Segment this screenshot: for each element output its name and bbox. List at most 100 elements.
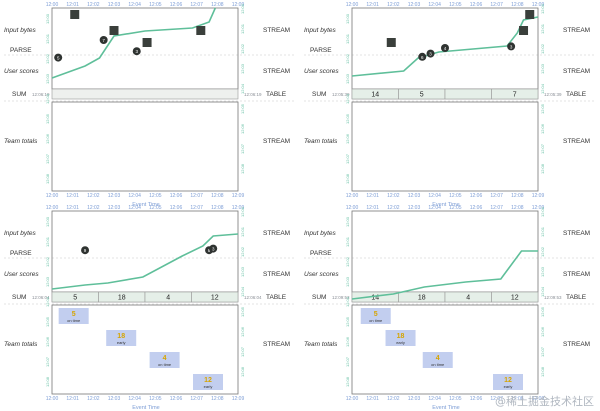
window-value: 14 — [371, 92, 379, 99]
watermark-line — [351, 16, 539, 77]
sum-time-left: 12:06:19 — [32, 92, 50, 97]
time-tick-top: 12:01 — [66, 205, 79, 211]
time-tick-top: 12:02 — [387, 205, 400, 211]
team-result-note: early — [396, 340, 405, 345]
score-marker-value: 6 — [421, 55, 424, 60]
proc-tick-left: 12:08 — [345, 173, 350, 184]
time-tick-bottom: 12:01 — [366, 396, 379, 402]
time-tick-top: 12:03 — [108, 2, 121, 8]
proc-tick-right: 12:05 — [240, 306, 245, 317]
proc-tick-left: 12:07 — [45, 153, 50, 164]
time-tick-bottom: 12:01 — [366, 193, 379, 199]
time-tick-top: 12:01 — [66, 2, 79, 8]
time-tick-top: 12:06 — [470, 205, 483, 211]
proc-tick-left: 12:04 — [45, 93, 50, 104]
time-tick-bottom: 12:03 — [408, 396, 421, 402]
time-tick-bottom: 12:03 — [108, 396, 121, 402]
tag-stream-scores: STREAM — [263, 271, 290, 278]
time-tick-bottom: 12:00 — [346, 396, 359, 402]
time-tick-bottom: 12:07 — [490, 396, 503, 402]
proc-tick-right: 12:01 — [540, 23, 545, 34]
proc-tick-left: 12:07 — [345, 356, 350, 367]
tag-stream-input: STREAM — [563, 230, 590, 237]
proc-tick-right: 12:05 — [540, 306, 545, 317]
time-tick-bottom: 12:09 — [232, 193, 245, 199]
proc-tick-left: 12:06 — [45, 336, 50, 347]
time-tick-bottom: 12:05 — [149, 396, 162, 402]
time-tick-top: 12:05 — [149, 2, 162, 8]
proc-tick-left: 12:01 — [345, 33, 350, 44]
proc-tick-left: 12:08 — [345, 376, 350, 387]
tag-stream-totals: STREAM — [563, 341, 590, 348]
time-tick-bottom: 12:01 — [66, 396, 79, 402]
time-tick-top: 12:08 — [511, 205, 524, 211]
tag-stream-scores: STREAM — [263, 68, 290, 75]
proc-tick-left: 12:05 — [345, 113, 350, 124]
row-label-parse: PARSE — [310, 47, 332, 54]
x-axis-label: Event Time — [432, 202, 460, 208]
time-tick-bottom: 12:02 — [387, 193, 400, 199]
proc-tick-right: 12:01 — [240, 226, 245, 237]
sum-time-right: 12:05:39 — [544, 92, 562, 97]
time-tick-bottom: 12:06 — [470, 193, 483, 199]
team-result-note: on time — [158, 362, 172, 367]
team-result-note: early — [117, 340, 126, 345]
team-result-box — [493, 374, 523, 390]
team-result-box — [360, 308, 391, 324]
window-value: 4 — [166, 295, 170, 302]
time-tick-top: 12:07 — [190, 2, 203, 8]
panel-top-right: Input bytes PARSE User scores SUM Team total… — [304, 2, 596, 208]
proc-tick-right: 12:08 — [240, 366, 245, 377]
time-tick-top: 12:03 — [408, 205, 421, 211]
window-cell — [491, 291, 539, 303]
time-tick-bottom: 12:07 — [490, 193, 503, 199]
time-tick-bottom: 12:00 — [46, 396, 59, 402]
proc-tick-right: 12:00 — [240, 3, 245, 14]
proc-tick-right: 12:03 — [540, 63, 545, 74]
time-tick-bottom: 12:02 — [387, 396, 400, 402]
tag-stream-totals: STREAM — [263, 138, 290, 145]
proc-tick-right: 12:01 — [540, 226, 545, 237]
proc-tick-right: 12:02 — [240, 246, 245, 257]
proc-tick-right: 12:08 — [540, 366, 545, 377]
team-result-box — [193, 374, 223, 390]
row-label-team-totals: Team totals — [304, 341, 338, 348]
time-tick-bottom: 12:01 — [66, 193, 79, 199]
score-marker — [81, 246, 90, 255]
proc-tick-right: 12:03 — [540, 266, 545, 277]
score-marker-value: 8 — [208, 248, 211, 253]
tag-stream-totals: STREAM — [263, 341, 290, 348]
time-tick-bottom: 12:03 — [108, 193, 121, 199]
team-result-box — [58, 308, 89, 324]
tag-stream-input: STREAM — [563, 27, 590, 34]
proc-tick-left: 12:05 — [345, 316, 350, 327]
score-marker — [209, 244, 218, 253]
time-tick-top: 12:05 — [449, 2, 462, 8]
time-tick-top: 12:02 — [387, 2, 400, 8]
proc-tick-left: 12:00 — [45, 216, 50, 227]
tag-table: TABLE — [266, 294, 287, 301]
watermark-line — [51, 7, 217, 79]
score-marker-value: 4 — [444, 46, 447, 51]
time-tick-bottom: 12:08 — [511, 396, 524, 402]
time-tick-bottom: 12:04 — [128, 396, 141, 402]
time-tick-top: 12:05 — [449, 205, 462, 211]
time-tick-top: 12:07 — [490, 2, 503, 8]
time-tick-top: 12:04 — [128, 2, 141, 8]
proc-tick-right: 12:00 — [240, 206, 245, 217]
time-tick-bottom: 12:05 — [149, 193, 162, 199]
time-tick-bottom: 12:07 — [190, 396, 203, 402]
proc-tick-left: 12:03 — [345, 276, 350, 287]
time-tick-top: 12:03 — [408, 2, 421, 8]
time-tick-bottom: 12:05 — [449, 193, 462, 199]
time-tick-top: 12:06 — [170, 2, 183, 8]
score-marker-value: 3 — [212, 247, 215, 252]
input-square — [525, 10, 535, 19]
time-tick-bottom: 12:07 — [190, 193, 203, 199]
proc-tick-left: 12:00 — [345, 13, 350, 24]
window-value: 18 — [418, 295, 426, 302]
time-tick-top: 12:08 — [211, 2, 224, 8]
window-cell — [491, 88, 539, 100]
row-label-sum: SUM — [12, 91, 26, 98]
